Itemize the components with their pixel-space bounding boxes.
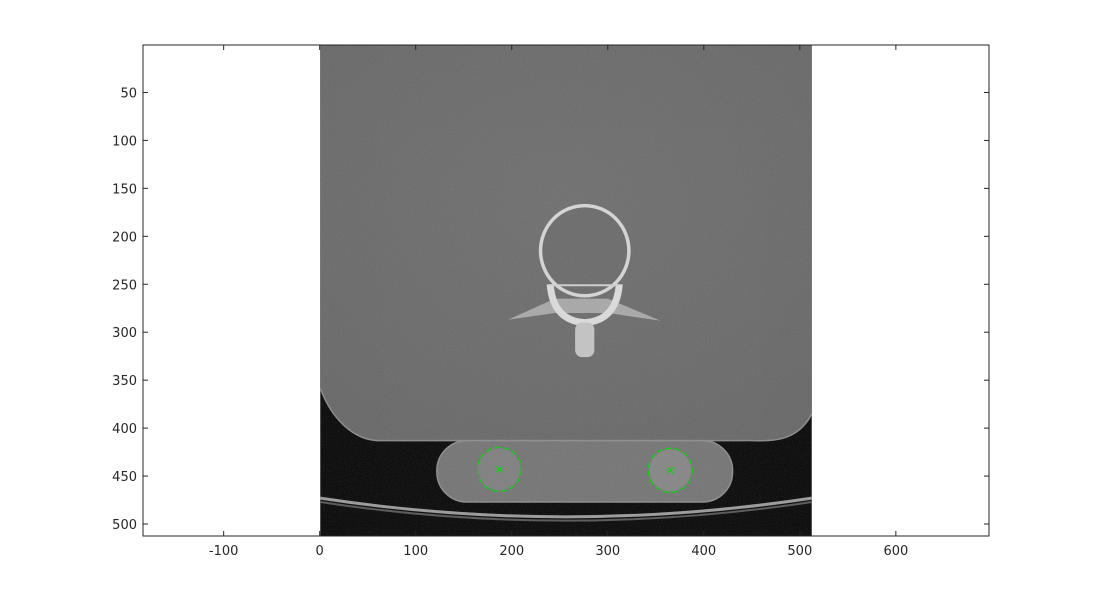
y-tick-label: 150 bbox=[112, 182, 137, 197]
roi-right-center-mark bbox=[666, 466, 674, 474]
y-tick-label: 500 bbox=[112, 518, 137, 533]
y-axis: 50 100 150 200 250 300 350 400 450 500 bbox=[112, 86, 989, 533]
x-tick-label: -100 bbox=[209, 544, 239, 559]
y-tick-label: 100 bbox=[112, 134, 137, 149]
y-tick-label: 350 bbox=[112, 374, 137, 389]
x-tick-label: 300 bbox=[595, 544, 620, 559]
roi-left-circle bbox=[476, 446, 522, 493]
roi-right-circle bbox=[647, 447, 693, 493]
x-tick-label: 200 bbox=[499, 544, 524, 559]
x-tick-label: 0 bbox=[316, 544, 324, 559]
axes-box bbox=[142, 44, 990, 537]
y-tick-label: 300 bbox=[112, 326, 137, 341]
x-tick-label: 500 bbox=[787, 544, 812, 559]
y-tick-label: 50 bbox=[120, 86, 137, 101]
roi-markers bbox=[476, 446, 693, 493]
roi-left-center-mark bbox=[495, 465, 503, 473]
y-tick-label: 400 bbox=[112, 422, 137, 437]
x-axis: -100 0 100 200 300 400 500 600 bbox=[209, 45, 908, 559]
x-tick-label: 600 bbox=[883, 544, 908, 559]
x-tick-label: 100 bbox=[403, 544, 428, 559]
y-tick-label: 200 bbox=[112, 230, 137, 245]
y-tick-label: 250 bbox=[112, 278, 137, 293]
x-tick-label: 400 bbox=[691, 544, 716, 559]
y-tick-label: 450 bbox=[112, 470, 137, 485]
ct-slice-image bbox=[320, 45, 812, 536]
